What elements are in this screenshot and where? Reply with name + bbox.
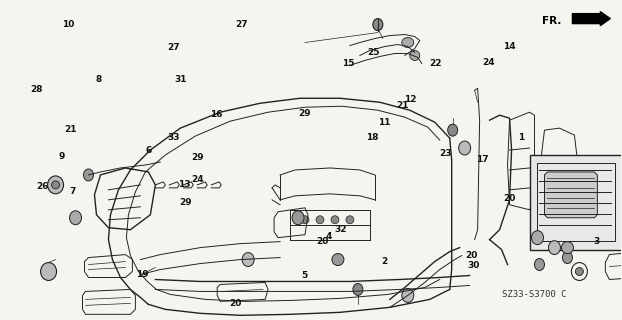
Ellipse shape bbox=[52, 181, 60, 189]
Text: 3: 3 bbox=[593, 237, 600, 246]
Ellipse shape bbox=[532, 231, 544, 244]
Text: 29: 29 bbox=[179, 198, 192, 207]
Text: 4: 4 bbox=[325, 232, 332, 241]
Ellipse shape bbox=[346, 216, 354, 224]
Text: 31: 31 bbox=[174, 75, 187, 84]
Text: 22: 22 bbox=[429, 59, 442, 68]
Ellipse shape bbox=[83, 169, 93, 181]
Text: 8: 8 bbox=[96, 75, 102, 84]
Ellipse shape bbox=[332, 253, 344, 266]
Bar bbox=[537, 163, 615, 241]
Text: 20: 20 bbox=[503, 194, 516, 203]
Ellipse shape bbox=[242, 252, 254, 267]
Text: 28: 28 bbox=[30, 85, 43, 94]
Text: 2: 2 bbox=[381, 258, 388, 267]
Text: 32: 32 bbox=[335, 225, 347, 234]
Text: 15: 15 bbox=[342, 59, 355, 68]
Text: 24: 24 bbox=[192, 175, 205, 184]
Ellipse shape bbox=[534, 259, 544, 270]
Text: 5: 5 bbox=[302, 271, 308, 280]
Text: 21: 21 bbox=[397, 101, 409, 110]
Ellipse shape bbox=[353, 284, 363, 295]
Bar bbox=[529, 155, 622, 250]
Text: 21: 21 bbox=[64, 125, 77, 134]
Ellipse shape bbox=[410, 51, 420, 60]
Text: 10: 10 bbox=[62, 20, 74, 29]
Ellipse shape bbox=[292, 211, 304, 225]
Text: 1: 1 bbox=[518, 133, 524, 142]
Ellipse shape bbox=[575, 268, 583, 276]
Text: 12: 12 bbox=[404, 95, 417, 104]
Text: 23: 23 bbox=[439, 149, 452, 158]
Ellipse shape bbox=[48, 176, 63, 194]
Text: 20: 20 bbox=[465, 251, 477, 260]
Ellipse shape bbox=[70, 211, 81, 225]
Text: FR.: FR. bbox=[542, 16, 562, 26]
Ellipse shape bbox=[562, 252, 572, 264]
Text: 24: 24 bbox=[482, 58, 495, 67]
Ellipse shape bbox=[331, 216, 339, 224]
Text: 20: 20 bbox=[316, 237, 328, 246]
Ellipse shape bbox=[458, 141, 471, 155]
Ellipse shape bbox=[549, 241, 560, 255]
Text: 7: 7 bbox=[70, 187, 76, 196]
Ellipse shape bbox=[402, 37, 414, 47]
Polygon shape bbox=[544, 172, 597, 218]
Text: 20: 20 bbox=[229, 299, 241, 308]
Ellipse shape bbox=[40, 262, 57, 280]
Text: 33: 33 bbox=[167, 132, 180, 141]
Ellipse shape bbox=[448, 124, 458, 136]
Text: 11: 11 bbox=[378, 118, 391, 127]
Text: 9: 9 bbox=[58, 152, 65, 161]
Text: 25: 25 bbox=[367, 48, 379, 57]
Ellipse shape bbox=[373, 19, 383, 31]
Ellipse shape bbox=[316, 216, 324, 224]
Text: 6: 6 bbox=[146, 146, 152, 155]
Text: SZ33-S3700 C: SZ33-S3700 C bbox=[501, 290, 566, 299]
Text: 13: 13 bbox=[178, 180, 191, 189]
Ellipse shape bbox=[562, 242, 573, 253]
Text: 18: 18 bbox=[366, 133, 378, 142]
Text: 17: 17 bbox=[476, 156, 489, 164]
Text: 29: 29 bbox=[299, 109, 311, 118]
Text: 19: 19 bbox=[136, 270, 149, 279]
Ellipse shape bbox=[402, 288, 414, 302]
Text: 26: 26 bbox=[37, 182, 49, 191]
Text: 27: 27 bbox=[235, 20, 248, 29]
FancyArrow shape bbox=[572, 12, 610, 26]
Text: 29: 29 bbox=[192, 153, 205, 162]
Text: 30: 30 bbox=[467, 261, 480, 270]
Ellipse shape bbox=[301, 216, 309, 224]
Text: 14: 14 bbox=[503, 42, 516, 51]
Text: 16: 16 bbox=[210, 110, 223, 119]
Text: 27: 27 bbox=[167, 43, 180, 52]
